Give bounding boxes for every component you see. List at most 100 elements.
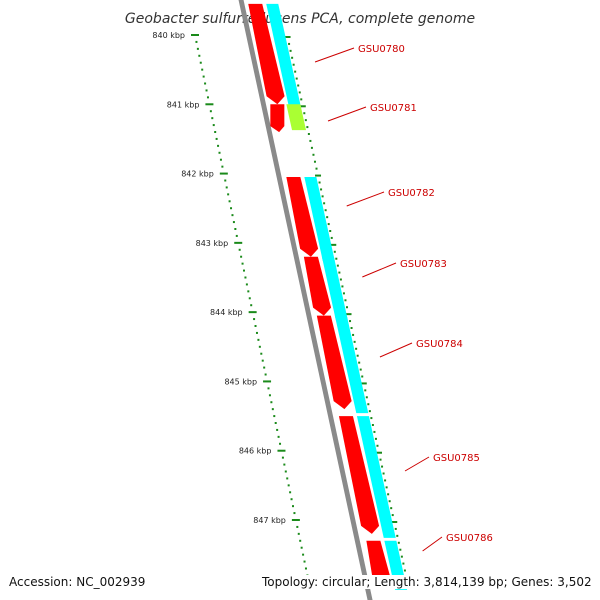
minor-tick [196,47,199,50]
minor-tick [283,463,286,466]
minor-tick [286,477,289,480]
scale-labels: 840 kbp 841 kbp 842 kbp 843 kbp 844 kbp 845 k… [152,31,285,525]
feature-track [248,3,408,590]
minor-tick [277,435,280,438]
minor-tick [225,186,228,189]
scale-label: 844 kbp [210,308,243,317]
feature-forward [248,3,285,105]
track-tick [291,56,294,59]
track-tick [390,507,393,510]
minor-tick [217,144,220,147]
scale-label: 843 kbp [196,239,229,248]
track-tick [355,347,358,350]
minor-tick [206,96,209,99]
track-tick [365,396,368,399]
feature-reverse [266,3,302,109]
track-tick [388,500,391,503]
track-tick [313,160,316,163]
gene-label[interactable]: GSU0786 [446,533,493,544]
minor-tick [304,567,307,570]
feature-forward [286,177,319,257]
track-tick [376,444,379,447]
major-tick [191,34,199,36]
track-tick [356,354,359,357]
major-tick [263,380,272,383]
major-tick [277,449,286,452]
gene-label[interactable]: GSU0780 [358,44,405,55]
track-tick [341,285,344,288]
gene-leader-line [327,106,367,122]
gene-label[interactable]: GSU0782 [388,188,435,199]
track-tick [320,188,323,191]
track-tick [300,98,303,101]
gene-leader-line [379,342,413,358]
track-tick [382,472,385,475]
track-tick [384,479,387,482]
track-tick [330,236,333,239]
track-tick [359,368,362,371]
minor-tick [255,331,258,334]
minor-tick [303,560,306,563]
minor-tick [201,68,204,71]
minor-tick [276,428,279,431]
track-tick [298,91,301,94]
scale-label: 845 kbp [224,377,257,386]
track-tick [309,139,312,142]
minor-tick [296,525,299,528]
feature-forward [270,104,285,133]
accession-text: Accession: NC_002939 [9,575,146,589]
minor-tick [231,214,234,217]
track-tick [400,555,403,558]
minor-tick [291,505,294,508]
track-tick [304,119,307,122]
minor-tick [300,546,303,549]
track-tick [391,521,398,523]
gene-label[interactable]: GSU0784 [416,339,463,350]
minor-tick [218,151,221,154]
track-tick [367,403,370,406]
gene-leader-line [362,262,397,278]
gene-leader-line [422,536,443,552]
track-tick [327,223,330,226]
backbone-line [238,0,373,600]
track-tick [321,195,324,198]
minor-tick [209,110,212,113]
feature-forward [303,256,332,316]
minor-tick [254,325,257,327]
minor-tick [299,539,302,542]
track-tick [358,361,361,364]
track-tick [387,493,390,496]
genome-summary: Topology: circular; Length: 3,814,139 bp… [262,575,592,589]
scale-label: 842 kbp [181,170,214,179]
track-tick [336,264,339,267]
major-tick [234,241,243,244]
gene-label[interactable]: GSU0783 [400,259,447,270]
scale-ticks [191,34,408,579]
track-tick [333,250,336,253]
track-tick [374,437,377,440]
track-tick [368,410,371,413]
gene-label[interactable]: GSU0785 [433,453,480,464]
track-tick [324,209,327,212]
minor-tick [214,131,217,133]
track-tick [330,243,337,246]
track-tick [339,278,342,281]
minor-tick [293,512,296,515]
track-tick [391,514,394,517]
minor-tick [287,484,290,487]
minor-tick [230,207,233,210]
minor-tick [215,137,218,140]
minor-tick [244,276,247,279]
track-tick [323,202,326,205]
gene-label[interactable]: GSU0781 [370,103,417,114]
minor-tick [260,352,263,355]
minor-tick [247,290,250,293]
minor-tick [204,82,207,85]
feature-forward [338,416,380,534]
minor-tick [219,158,222,161]
track-tick [303,112,306,115]
track-tick [361,375,364,378]
minor-tick [258,345,261,348]
track-tick [299,105,306,108]
track-tick [350,327,353,329]
